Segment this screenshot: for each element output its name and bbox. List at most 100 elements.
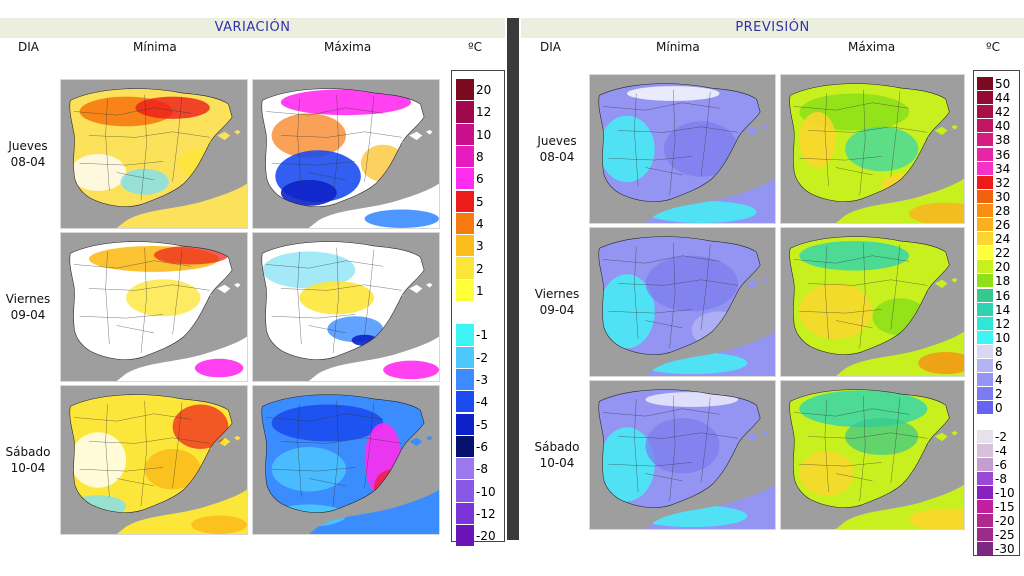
legend-swatch	[977, 387, 993, 401]
legend-swatch	[456, 79, 474, 101]
right-col-unit: ºC	[986, 40, 1001, 54]
day-name: Jueves	[8, 139, 48, 153]
legend-label: -3	[476, 373, 488, 388]
legend-label: -8	[995, 471, 1007, 486]
weather-map	[252, 79, 440, 229]
legend-label: 4	[995, 373, 1003, 388]
legend-swatch	[977, 316, 993, 330]
legend-label: 0	[995, 401, 1003, 416]
legend-swatch	[977, 415, 993, 429]
legend-swatch	[456, 435, 474, 458]
legend-swatch	[977, 133, 993, 147]
legend-swatch	[977, 218, 993, 232]
legend-label: -5	[476, 417, 488, 432]
legend-label: 20	[476, 83, 492, 98]
left-row-label: Sábado 10-04	[4, 444, 52, 476]
legend-swatch	[977, 302, 993, 316]
legend-label: 22	[995, 246, 1011, 261]
legend-label: 40	[995, 119, 1011, 134]
day-name: Viernes	[534, 287, 580, 301]
legend-label: 38	[995, 133, 1011, 148]
legend-label: -6	[476, 439, 488, 454]
right-row-label: Sábado 10-04	[532, 439, 582, 471]
legend-swatch	[977, 260, 993, 274]
legend-swatch	[977, 147, 993, 161]
legend-swatch	[456, 391, 474, 413]
legend-label: 24	[995, 232, 1011, 247]
legend-swatch	[977, 288, 993, 302]
legend-label: 20	[995, 260, 1011, 275]
legend-label: 10	[995, 330, 1011, 345]
legend-swatch	[977, 274, 993, 288]
weather-map	[60, 232, 248, 382]
right-row-label: Jueves 08-04	[532, 133, 582, 165]
legend-label: 14	[995, 302, 1011, 317]
legend-swatch	[977, 429, 993, 443]
legend-label: 34	[995, 161, 1011, 176]
legend-label: 42	[995, 105, 1011, 120]
left-col-unit: ºC	[468, 40, 483, 54]
legend-swatch	[977, 514, 993, 528]
right-col-minima: Mínima	[656, 40, 700, 54]
legend-swatch	[977, 232, 993, 246]
day-date: 09-04	[539, 303, 575, 317]
legend-label: -10	[476, 484, 496, 499]
legend-label: 4	[476, 216, 484, 231]
legend-label: -30	[995, 542, 1015, 557]
legend-swatch	[456, 190, 474, 212]
legend-label: 12	[476, 105, 492, 120]
legend-label: 6	[476, 172, 484, 187]
weather-map	[780, 74, 965, 224]
legend-label: 36	[995, 147, 1011, 162]
legend-label: -2	[476, 350, 488, 365]
legend-label: 50	[995, 77, 1011, 92]
legend-swatch	[977, 528, 993, 542]
legend-swatch	[456, 145, 474, 168]
weather-map	[589, 74, 776, 224]
left-col-maxima: Máxima	[324, 40, 372, 54]
legend-label: 12	[995, 316, 1011, 331]
legend-swatch	[456, 458, 474, 480]
day-date: 08-04	[10, 155, 46, 169]
right-row-label: Viernes 09-04	[532, 286, 582, 318]
legend-label: -15	[995, 500, 1015, 515]
left-col-dia: DIA	[18, 40, 39, 54]
legend-swatch	[456, 101, 474, 123]
panel-divider	[507, 18, 519, 540]
legend-swatch	[456, 123, 474, 145]
weather-map	[780, 227, 965, 377]
legend-label: 8	[995, 344, 1003, 359]
day-name: Sábado	[5, 445, 51, 459]
legend-swatch	[977, 373, 993, 387]
prevision-legend: 50 44 42 40 38 36 34 32 30 28 26 24 22 20 18 16 14 12 10 8 6…	[973, 70, 1020, 556]
variacion-title: VARIACIÓN	[0, 18, 505, 38]
weather-map	[780, 380, 965, 530]
day-name: Sábado	[534, 440, 580, 454]
legend-label: -2	[995, 429, 1007, 444]
weather-map	[252, 385, 440, 535]
legend-label: -10	[995, 485, 1015, 500]
right-col-maxima: Máxima	[848, 40, 896, 54]
legend-label: 6	[995, 359, 1003, 374]
legend-label: 2	[476, 261, 484, 276]
legend-swatch	[456, 346, 474, 368]
weather-map	[589, 227, 776, 377]
day-name: Viernes	[5, 292, 51, 306]
legend-label: 44	[995, 91, 1011, 106]
legend-swatch	[456, 168, 474, 190]
legend-swatch	[977, 485, 993, 499]
day-name: Jueves	[537, 134, 577, 148]
weather-map	[252, 232, 440, 382]
legend-swatch	[977, 246, 993, 260]
legend-label: 10	[476, 127, 492, 142]
left-row-label: Viernes 09-04	[4, 291, 52, 323]
variacion-legend: 20 12 10 8 6 5 4 3 2 1 -1 -2 -3 -4 -5 -6 -8 -10 -12 -20	[451, 70, 505, 547]
legend-label: -8	[476, 462, 488, 477]
weather-map	[589, 380, 776, 530]
legend-swatch	[977, 457, 993, 471]
legend-label: -20	[995, 514, 1015, 529]
left-row-label: Jueves 08-04	[4, 138, 52, 170]
legend-label: 28	[995, 203, 1011, 218]
day-date: 09-04	[10, 308, 46, 322]
legend-swatch	[456, 257, 474, 279]
